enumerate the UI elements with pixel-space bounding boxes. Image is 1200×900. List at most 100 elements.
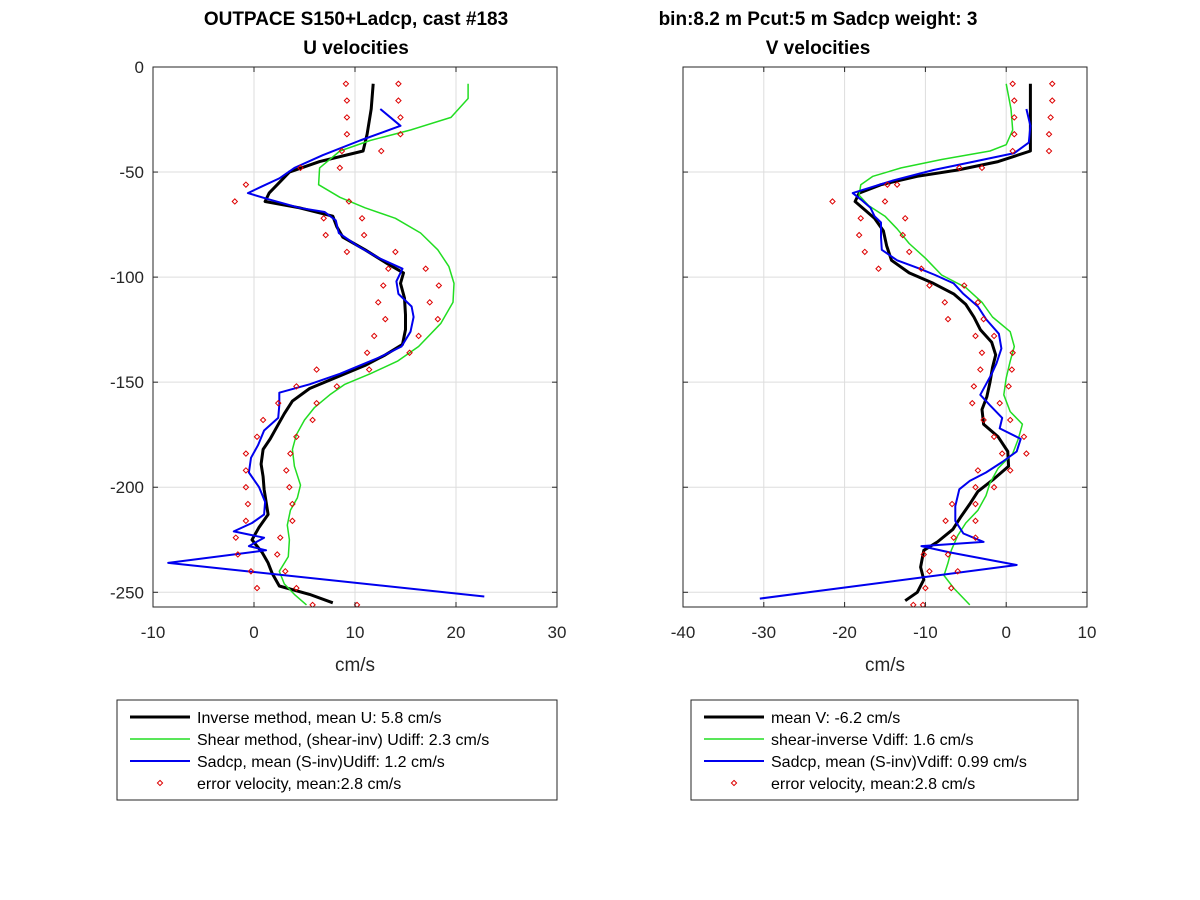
error-marker <box>978 349 986 357</box>
error-marker <box>343 97 351 104</box>
legend-label: error velocity, mean:2.8 cm/s <box>771 776 975 793</box>
error-marker <box>313 399 320 407</box>
legend-label: Sadcp, mean (S-inv)Vdiff: 0.99 cm/s <box>771 754 1027 771</box>
legend-label: Inverse method, mean U: 5.8 cm/s <box>197 710 442 727</box>
error-marker <box>365 366 373 373</box>
error-marker <box>385 265 392 273</box>
error-marker <box>893 181 901 188</box>
error-marker <box>918 265 925 273</box>
x-axis-label: cm/s <box>865 655 905 676</box>
error-marker <box>980 315 987 323</box>
error-marker <box>1010 130 1018 138</box>
error-marker <box>282 567 289 575</box>
error-marker <box>253 584 261 592</box>
legend-label: shear-inverse Vdiff: 1.6 cm/s <box>771 732 973 749</box>
error-marker <box>1009 349 1016 357</box>
x-axis-label: cm/s <box>335 655 375 676</box>
error-marker <box>338 147 346 155</box>
x-tick-label: -30 <box>752 623 777 642</box>
error-marker <box>392 248 399 256</box>
x-tick-label: -40 <box>671 623 696 642</box>
error-marker <box>829 198 836 205</box>
error-marker <box>395 97 402 104</box>
error-marker <box>1010 114 1018 121</box>
error-marker <box>320 214 327 222</box>
error-marker <box>322 231 330 239</box>
shear-line <box>278 83 469 606</box>
y-tick-label: -250 <box>110 583 144 602</box>
error-marker <box>276 534 284 541</box>
error-marker <box>1008 366 1016 373</box>
y-tick-label: -50 <box>119 163 144 182</box>
error-marker <box>343 248 351 256</box>
error-marker <box>253 433 261 441</box>
error-marker <box>232 534 240 541</box>
error-marker <box>909 601 917 607</box>
error-marker <box>972 332 979 340</box>
error-marker <box>345 198 353 205</box>
error-marker <box>942 517 949 525</box>
axes-box <box>682 66 1088 608</box>
error-marker <box>422 265 430 273</box>
error-marker <box>972 534 979 541</box>
chart-subtitle: U velocities <box>303 38 409 59</box>
error-marker <box>972 500 979 508</box>
error-marker <box>954 567 962 575</box>
legend-label: Shear method, (shear-inv) Udiff: 2.3 cm/… <box>197 732 489 749</box>
error-marker <box>950 534 957 541</box>
error-marker <box>374 299 382 306</box>
error-marker <box>919 601 927 607</box>
error-marker <box>293 383 300 390</box>
error-marker <box>397 114 404 121</box>
error-marker <box>406 349 413 357</box>
error-marker <box>273 551 281 558</box>
error-marker <box>1006 467 1014 474</box>
sadcp-line <box>167 108 485 598</box>
error-marker <box>901 214 909 222</box>
chart-title: bin:8.2 m Pcut:5 m Sadcp weight: 3 <box>659 9 978 30</box>
error-marker <box>242 517 250 525</box>
error-marker <box>377 147 385 155</box>
error-marker <box>947 584 955 592</box>
error-marker <box>286 483 293 491</box>
error-marker <box>289 517 296 525</box>
legend-swatch-error <box>156 779 164 787</box>
error-marker <box>861 248 869 256</box>
error-marker <box>944 315 952 323</box>
error-marker <box>996 399 1004 407</box>
error-marker <box>395 80 402 88</box>
error-marker <box>242 450 250 457</box>
chart-title: OUTPACE S150+Ladcp, cast #183 <box>204 9 508 30</box>
error-marker <box>970 383 978 390</box>
error-marker <box>242 467 250 474</box>
error-marker <box>1048 80 1056 88</box>
error-marker <box>926 567 933 575</box>
error-marker <box>948 500 956 508</box>
error-marker <box>884 181 891 188</box>
error-marker <box>875 265 882 273</box>
error-marker <box>415 332 422 340</box>
error-marker <box>881 198 889 205</box>
x-tick-label: 10 <box>1078 623 1097 642</box>
error-marker <box>972 483 979 491</box>
error-marker <box>313 366 320 373</box>
error-marker <box>1045 147 1053 155</box>
legend-label: error velocity, mean:2.8 cm/s <box>197 776 401 793</box>
error-marker <box>259 416 267 424</box>
error-marker <box>1005 383 1012 390</box>
sadcp-line <box>759 108 1032 600</box>
error-marker <box>242 181 250 188</box>
error-marker <box>956 164 963 172</box>
error-marker <box>283 467 290 474</box>
error-marker <box>434 315 442 323</box>
error-marker <box>381 315 389 323</box>
error-marker <box>370 332 378 340</box>
error-marker <box>980 416 987 424</box>
error-marker <box>358 214 366 222</box>
error-marker <box>905 248 913 256</box>
error-marker <box>309 601 316 607</box>
error-marker <box>1010 97 1018 104</box>
error-marker <box>244 500 252 508</box>
error-marker <box>397 130 404 138</box>
